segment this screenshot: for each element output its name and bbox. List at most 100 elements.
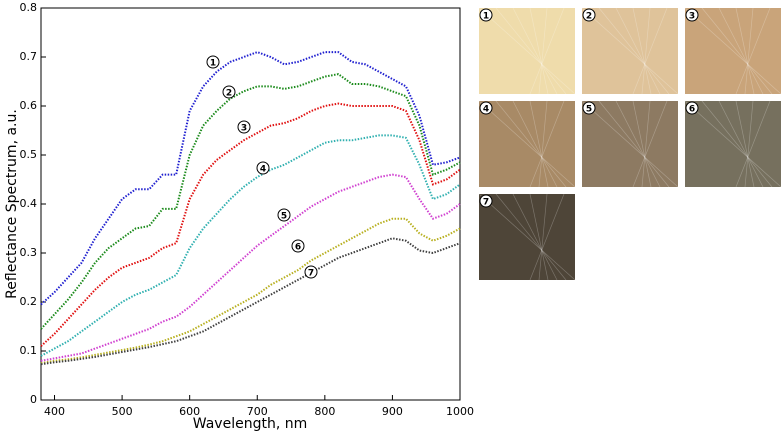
- series-label: 5: [281, 212, 287, 222]
- swatch-texture: [529, 100, 549, 188]
- swatch-texture: [478, 193, 576, 281]
- swatch-texture: [581, 7, 679, 95]
- y-axis-title: Reflectance Spectrum, a.u.: [4, 109, 20, 299]
- swatch-texture: [529, 7, 565, 95]
- swatch-texture: [632, 7, 668, 95]
- series-marker-badge: [291, 239, 305, 253]
- swatch-label: 2: [586, 12, 592, 22]
- swatch-badge: [479, 8, 493, 22]
- swatch-texture: [581, 100, 679, 188]
- swatch-texture: [632, 100, 652, 188]
- swatch-texture: [512, 193, 558, 281]
- series-label: 2: [226, 89, 232, 99]
- swatch-texture: [632, 100, 668, 188]
- x-tick-label: 1000: [446, 405, 474, 418]
- swatch-texture: [684, 100, 782, 188]
- y-tick-label: 0.7: [20, 50, 38, 63]
- skin-swatch: [479, 8, 575, 94]
- skin-swatch: [582, 101, 678, 187]
- skin-swatch: [582, 8, 678, 94]
- swatch-badge: [685, 101, 699, 115]
- swatch-label: 3: [689, 12, 695, 22]
- swatch-badge: [685, 8, 699, 22]
- x-tick-label: 800: [314, 405, 335, 418]
- series-marker-badge: [237, 120, 251, 134]
- swatch-label: 5: [586, 105, 592, 115]
- swatch-badge: [582, 8, 596, 22]
- swatch-texture: [478, 7, 576, 95]
- swatch-texture: [735, 100, 755, 188]
- swatch-texture: [744, 100, 754, 188]
- swatch-texture: [495, 193, 567, 281]
- y-tick-label: 0.5: [20, 148, 38, 161]
- swatch-label: 7: [483, 198, 489, 208]
- swatch-texture: [529, 193, 565, 281]
- skin-swatch: [479, 101, 575, 187]
- swatch-texture: [744, 7, 754, 95]
- swatch-texture: [529, 100, 565, 188]
- y-tick-label: 0.4: [20, 197, 38, 210]
- swatch-label: 4: [483, 105, 489, 115]
- series-marker-badge: [256, 161, 270, 175]
- swatch-badge: [582, 101, 596, 115]
- swatch-texture: [684, 7, 782, 95]
- series-line: [40, 173, 461, 362]
- y-tick-label: 0.2: [20, 295, 38, 308]
- series-label: 4: [260, 165, 266, 175]
- skin-swatch: [685, 101, 781, 187]
- swatch-texture: [735, 7, 755, 95]
- swatch-texture: [615, 100, 661, 188]
- x-tick-label: 400: [44, 405, 65, 418]
- swatch-texture: [495, 7, 567, 95]
- swatch-texture: [735, 7, 771, 95]
- series-marker-badge: [304, 265, 318, 279]
- swatch-texture: [598, 100, 670, 188]
- plot-frame: [40, 7, 461, 401]
- swatch-texture: [538, 7, 548, 95]
- series-line: [40, 51, 461, 306]
- x-tick-label: 700: [247, 405, 268, 418]
- series-label: 1: [210, 59, 216, 69]
- swatch-texture: [598, 7, 670, 95]
- swatch-texture: [735, 100, 771, 188]
- swatch-texture: [701, 7, 773, 95]
- swatch-texture: [718, 100, 764, 188]
- skin-swatch: [479, 194, 575, 280]
- swatch-texture: [632, 7, 652, 95]
- swatch-texture: [529, 7, 549, 95]
- series-label: 7: [308, 269, 314, 279]
- x-axis-title: Wavelength, nm: [193, 416, 307, 432]
- series-line: [40, 134, 461, 357]
- series-line: [40, 237, 461, 366]
- series-label: 6: [295, 243, 301, 253]
- y-tick-label: 0: [30, 393, 37, 406]
- swatch-label: 1: [483, 12, 489, 22]
- series-line: [40, 217, 461, 365]
- y-tick-label: 0.8: [20, 1, 38, 14]
- x-tick-label: 600: [179, 405, 200, 418]
- swatch-texture: [615, 7, 661, 95]
- swatch-texture: [512, 100, 558, 188]
- swatch-texture: [641, 100, 651, 188]
- series-label: 3: [241, 124, 247, 134]
- y-tick-label: 0.6: [20, 99, 38, 112]
- swatch-texture: [701, 100, 773, 188]
- skin-swatch: [685, 8, 781, 94]
- swatch-texture: [718, 7, 764, 95]
- swatch-label: 6: [689, 105, 695, 115]
- series-line: [40, 73, 461, 330]
- swatch-texture: [478, 100, 576, 188]
- swatch-texture: [538, 193, 548, 281]
- swatch-texture: [538, 100, 548, 188]
- x-tick-label: 500: [112, 405, 133, 418]
- swatch-texture: [495, 100, 567, 188]
- swatch-texture: [641, 7, 651, 95]
- x-tick-label: 900: [382, 405, 403, 418]
- series-marker-badge: [222, 85, 236, 99]
- swatch-texture: [529, 193, 549, 281]
- swatch-texture: [512, 7, 558, 95]
- series-marker-badge: [206, 55, 220, 69]
- y-tick-label: 0.3: [20, 246, 38, 259]
- series-line: [40, 102, 461, 347]
